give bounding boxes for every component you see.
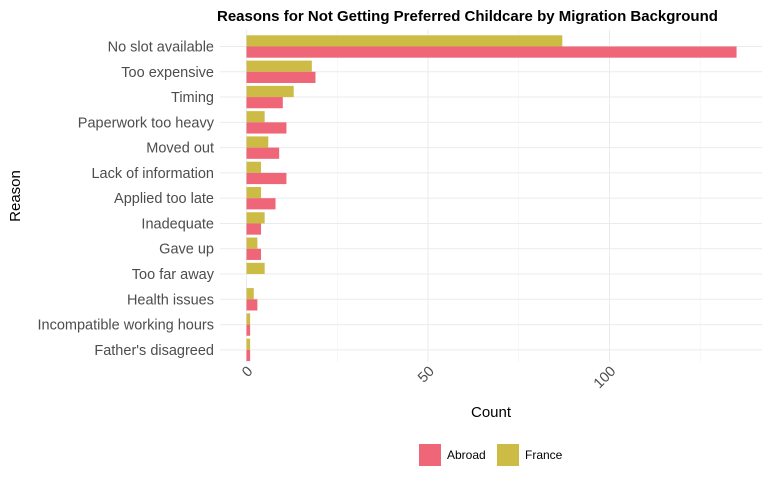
y-tick-label-8: Gave up bbox=[159, 242, 214, 258]
y-tick-label-12: Father's disagreed bbox=[94, 343, 214, 359]
bar-france-6 bbox=[246, 186, 262, 199]
bar-france-1 bbox=[246, 60, 312, 72]
y-axis-label: Reason bbox=[7, 170, 24, 222]
bar-abroad-10 bbox=[246, 299, 258, 311]
bar-france-11 bbox=[246, 313, 251, 325]
y-tick-label-5: Lack of information bbox=[91, 166, 214, 182]
bar-france-9 bbox=[246, 262, 265, 275]
y-tick-label-9: Too far away bbox=[132, 267, 215, 283]
bar-france-4 bbox=[246, 136, 269, 148]
x-tick-label-2: 100 bbox=[591, 364, 619, 392]
bar-abroad-1 bbox=[246, 71, 316, 83]
bar-abroad-12 bbox=[246, 349, 251, 362]
bar-abroad-11 bbox=[246, 324, 251, 336]
x-tick-label-1: 50 bbox=[415, 364, 438, 387]
y-tick-label-7: Inadequate bbox=[141, 216, 214, 232]
legend-key-abroad bbox=[419, 444, 441, 466]
chart-title: Reasons for Not Getting Preferred Childc… bbox=[217, 8, 718, 25]
bar-abroad-8 bbox=[246, 248, 262, 260]
bar-abroad-4 bbox=[246, 147, 280, 159]
y-tick-label-0: No slot available bbox=[108, 40, 214, 56]
y-tick-label-11: Incompatible working hours bbox=[37, 318, 214, 334]
y-tick-labels: No slot available Too expensive Timing Pape… bbox=[37, 40, 214, 359]
x-axis-label: Count bbox=[471, 404, 512, 421]
y-tick-label-3: Paperwork too heavy bbox=[78, 115, 215, 131]
bar-france-8 bbox=[246, 237, 258, 249]
legend: Abroad France bbox=[419, 444, 563, 466]
bar-abroad-6 bbox=[246, 198, 276, 210]
bar-france-7 bbox=[246, 212, 265, 224]
bar-abroad-7 bbox=[246, 223, 262, 235]
legend-label-france: France bbox=[525, 448, 563, 462]
bar-france-12 bbox=[246, 338, 251, 350]
x-tick-label-0: 0 bbox=[239, 364, 256, 381]
y-tick-label-1: Too expensive bbox=[121, 65, 214, 81]
y-tick-label-10: Health issues bbox=[127, 292, 214, 308]
bar-abroad-3 bbox=[246, 122, 287, 134]
y-tick-label-4: Moved out bbox=[146, 141, 214, 157]
y-tick-label-2: Timing bbox=[171, 90, 214, 106]
bar-france-2 bbox=[246, 85, 294, 98]
bar-france-5 bbox=[246, 161, 262, 173]
bar-abroad-5 bbox=[246, 172, 287, 185]
bar-abroad-2 bbox=[246, 97, 283, 109]
x-tick-labels: 0 50 100 bbox=[239, 364, 619, 392]
bar-abroad-0 bbox=[246, 46, 737, 58]
bar-france-3 bbox=[246, 111, 265, 123]
bars bbox=[246, 35, 737, 362]
y-tick-label-6: Applied too late bbox=[114, 191, 214, 207]
bar-france-10 bbox=[246, 288, 254, 300]
legend-label-abroad: Abroad bbox=[447, 448, 486, 462]
bar-france-0 bbox=[246, 35, 563, 47]
legend-key-france bbox=[497, 444, 519, 466]
grid bbox=[220, 30, 762, 362]
